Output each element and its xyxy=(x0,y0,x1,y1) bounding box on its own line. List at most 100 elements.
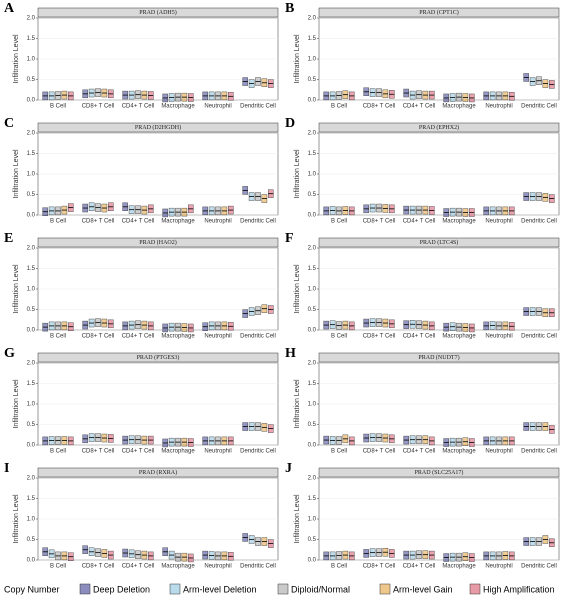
y-tick-label: 2.0 xyxy=(27,131,36,137)
y-axis-label: Infiltration Level xyxy=(13,379,20,428)
y-tick-label: 0.5 xyxy=(308,77,317,83)
y-tick-label: 2.0 xyxy=(27,476,36,482)
x-tick-label: Dendritic Cell xyxy=(240,104,276,110)
y-axis-label: Infiltration Level xyxy=(13,149,20,198)
y-axis-label: Infiltration Level xyxy=(13,34,20,83)
y-tick-label: 0.0 xyxy=(308,98,317,104)
y-tick-label: 0.0 xyxy=(27,98,36,104)
x-tick-label: Dendritic Cell xyxy=(521,334,557,340)
x-tick-label: Neutrophil xyxy=(485,449,512,455)
y-tick-label: 0.0 xyxy=(308,443,317,449)
legend-swatch xyxy=(277,583,289,595)
y-tick-label: 0.0 xyxy=(27,328,36,334)
y-tick-label: 0.5 xyxy=(27,192,36,198)
panel-letter: H xyxy=(285,346,296,361)
panel-title: PRAD (EPHX2) xyxy=(419,124,459,131)
legend-swatch xyxy=(79,583,91,595)
x-tick-label: CD8+ T Cell xyxy=(363,104,396,110)
y-axis-label: Infiltration Level xyxy=(294,264,301,313)
legend-label: Arm-level Gain xyxy=(393,584,453,594)
y-tick-label: 2.0 xyxy=(308,361,317,367)
y-axis-label: Infiltration Level xyxy=(294,379,301,428)
x-tick-label: CD4+ T Cell xyxy=(403,219,436,225)
panel-letter: B xyxy=(285,1,294,16)
panel-title: PRAD (CPT1C) xyxy=(419,9,459,16)
x-tick-label: Neutrophil xyxy=(204,564,231,570)
y-tick-label: 2.0 xyxy=(27,246,36,252)
x-tick-label: CD8+ T Cell xyxy=(363,334,396,340)
strip xyxy=(37,7,279,18)
y-axis-label: Infiltration Level xyxy=(13,264,20,313)
y-tick-label: 0.5 xyxy=(308,422,317,428)
y-tick-label: 2.0 xyxy=(27,361,36,367)
y-axis-label: Infiltration Level xyxy=(294,34,301,83)
x-tick-label: CD8+ T Cell xyxy=(82,104,115,110)
x-tick-label: Macrophage xyxy=(161,104,195,110)
x-tick-label: Neutrophil xyxy=(204,104,231,110)
y-tick-label: 0.0 xyxy=(27,213,36,219)
x-tick-label: CD8+ T Cell xyxy=(82,334,115,340)
x-tick-label: B Cell xyxy=(331,104,347,110)
y-tick-label: 1.5 xyxy=(308,151,317,157)
panel-letter: A xyxy=(4,1,15,16)
x-tick-label: Dendritic Cell xyxy=(521,564,557,570)
y-tick-label: 0.5 xyxy=(27,422,36,428)
x-tick-label: Dendritic Cell xyxy=(240,449,276,455)
panel-title: PRAD (RXRA) xyxy=(139,469,177,476)
strip xyxy=(318,237,560,248)
panel-letter: C xyxy=(4,116,14,131)
x-tick-label: B Cell xyxy=(50,334,66,340)
x-tick-label: Dendritic Cell xyxy=(521,219,557,225)
y-tick-label: 0.0 xyxy=(308,328,317,334)
y-tick-label: 0.5 xyxy=(308,537,317,543)
strip xyxy=(37,237,279,248)
x-tick-label: Neutrophil xyxy=(485,219,512,225)
panel-title: PRAD (SLC25A17) xyxy=(415,469,464,476)
legend-label: High Amplification xyxy=(483,584,555,594)
x-tick-label: Macrophage xyxy=(442,449,476,455)
y-tick-label: 1.5 xyxy=(27,36,36,42)
y-tick-label: 0.0 xyxy=(308,213,317,219)
y-tick-label: 1.0 xyxy=(27,57,36,63)
y-tick-label: 0.5 xyxy=(27,307,36,313)
y-tick-label: 1.0 xyxy=(308,517,317,523)
y-tick-label: 1.5 xyxy=(27,496,36,502)
legend-label: Deep Deletion xyxy=(93,584,150,594)
legend-swatch xyxy=(469,583,481,595)
x-tick-label: B Cell xyxy=(331,334,347,340)
x-tick-label: CD4+ T Cell xyxy=(122,564,155,570)
legend-swatch xyxy=(379,583,391,595)
x-tick-label: B Cell xyxy=(331,449,347,455)
legend-title: Copy Number xyxy=(4,584,60,594)
y-tick-label: 1.5 xyxy=(308,36,317,42)
x-tick-label: Macrophage xyxy=(442,104,476,110)
y-tick-label: 1.5 xyxy=(308,266,317,272)
strip xyxy=(318,352,560,363)
y-tick-label: 1.0 xyxy=(308,57,317,63)
x-tick-label: Dendritic Cell xyxy=(521,449,557,455)
y-tick-label: 0.5 xyxy=(27,77,36,83)
x-tick-label: CD8+ T Cell xyxy=(363,449,396,455)
x-tick-label: Dendritic Cell xyxy=(240,564,276,570)
y-axis-label: Infiltration Level xyxy=(294,149,301,198)
x-tick-label: CD4+ T Cell xyxy=(122,219,155,225)
x-tick-label: Neutrophil xyxy=(204,219,231,225)
y-tick-label: 1.5 xyxy=(308,381,317,387)
x-tick-label: B Cell xyxy=(50,449,66,455)
x-tick-label: B Cell xyxy=(331,564,347,570)
y-tick-label: 1.0 xyxy=(308,172,317,178)
y-tick-label: 2.0 xyxy=(27,16,36,22)
y-tick-label: 1.0 xyxy=(308,402,317,408)
strip xyxy=(37,122,279,133)
x-tick-label: Macrophage xyxy=(442,219,476,225)
y-tick-label: 0.0 xyxy=(27,558,36,564)
strip xyxy=(37,467,279,478)
y-tick-label: 1.0 xyxy=(27,287,36,293)
panel-letter: J xyxy=(285,461,292,476)
x-tick-label: CD8+ T Cell xyxy=(82,449,115,455)
strip xyxy=(318,467,560,478)
y-tick-label: 2.0 xyxy=(308,246,317,252)
x-tick-label: Neutrophil xyxy=(485,564,512,570)
x-tick-label: Macrophage xyxy=(161,219,195,225)
